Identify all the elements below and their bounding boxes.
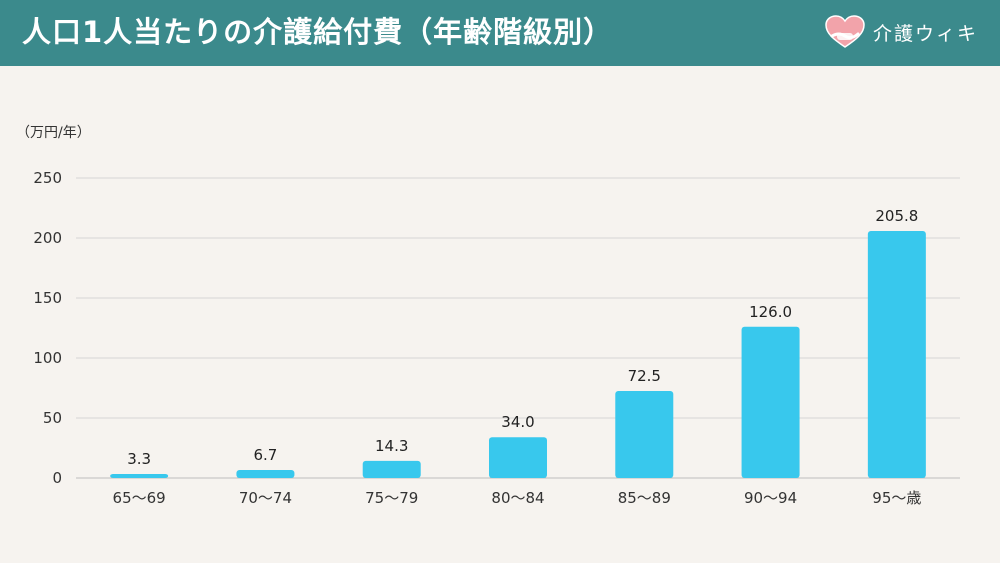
bar-value-label: 34.0 [501,413,534,431]
bar-value-label: 126.0 [749,303,792,321]
bar [741,326,800,478]
y-axis-unit-label: （万円/年） [16,125,91,141]
bar [362,460,421,478]
x-tick-label: 70〜74 [239,489,292,507]
bars: 3.3 6.7 14.3 34.0 72.5 126.0 205.8 [110,207,926,478]
gridlines [76,177,960,479]
bar-value-label: 14.3 [375,437,408,455]
x-tick-label: 95〜歳 [872,489,921,507]
y-tick-label: 200 [33,229,62,247]
bar-value-label: 6.7 [253,446,277,464]
bar [236,469,295,478]
y-tick-label: 150 [33,289,62,307]
y-tick-label: 50 [43,409,62,427]
y-tick-label: 250 [33,169,62,187]
y-axis: 0 50 100 150 200 250 [33,169,62,487]
x-tick-label: 75〜79 [365,489,418,507]
x-tick-label: 65〜69 [113,489,166,507]
brand-name: 介護ウィキ [872,22,978,45]
bar-value-label: 72.5 [628,367,661,385]
bar [615,391,674,478]
header-bar: 人口1人当たりの介護給付費（年齢階級別） 介護ウィキ [0,0,1000,66]
y-tick-label: 100 [33,349,62,367]
page-title: 人口1人当たりの介護給付費（年齢階級別） [22,15,614,49]
x-tick-label: 90〜94 [744,489,797,507]
bar [489,437,547,478]
bar [867,231,926,478]
y-tick-label: 0 [52,469,62,487]
x-tick-label: 85〜89 [618,489,671,507]
bar-value-label: 205.8 [875,207,918,225]
x-tick-label: 80〜84 [491,489,544,507]
bar [110,474,169,478]
heart-hands-icon [825,15,865,48]
x-axis: 65〜69 70〜74 75〜79 80〜84 85〜89 90〜94 95〜歳 [113,489,922,507]
brand[interactable]: 介護ウィキ [823,14,978,50]
bar-value-label: 3.3 [127,450,151,468]
